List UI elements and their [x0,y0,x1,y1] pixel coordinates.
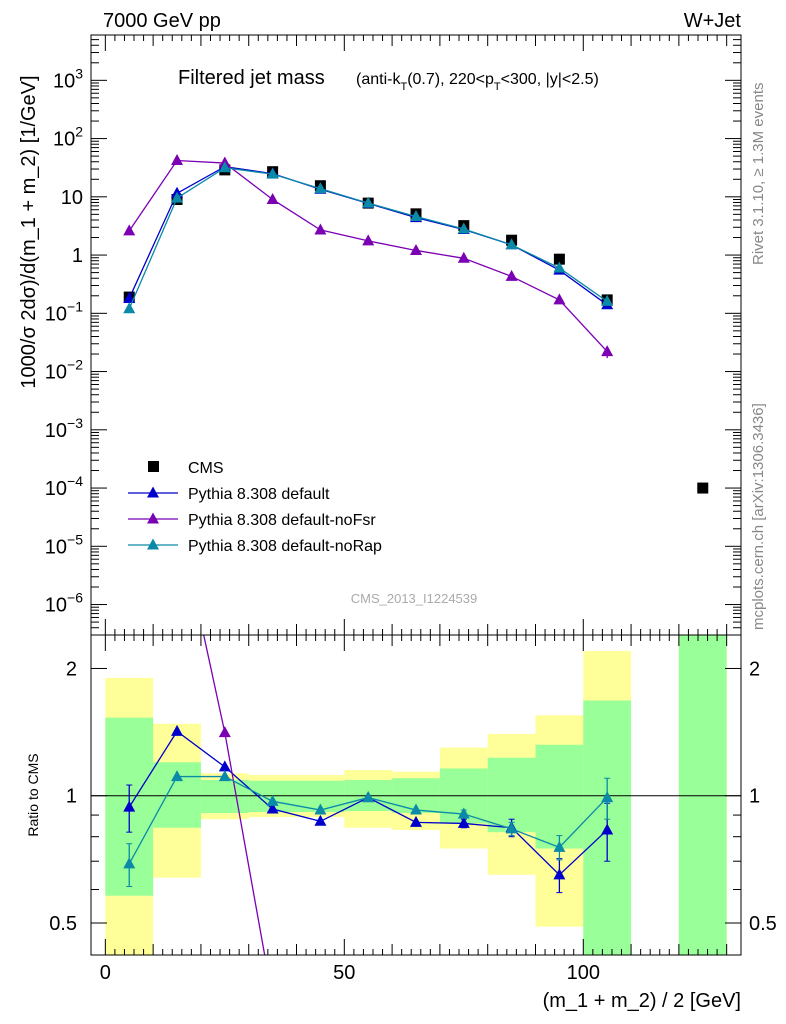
ratio-line [203,635,266,955]
y-tick-label: 10−2 [45,357,83,384]
watermark: CMS_2013_I1224539 [351,591,478,606]
y-tick-label: 10−1 [45,298,83,325]
ratio-panel: 0.5 0.5 1 1 2 2 0 50 100 Ratio to CMS (m_1 + m_2… [25,634,777,1012]
data-point [314,182,327,194]
ratio-y-tick-label: 1 [749,786,760,808]
ratio-y-tick-label: 0.5 [49,913,77,935]
ratio-point [266,794,279,806]
x-tick-label: 100 [567,962,600,984]
data-point [553,253,565,265]
ratio-frame [90,634,742,956]
ratio-point [553,840,566,852]
data-point [171,154,184,166]
legend-label: Pythia 8.308 default [188,486,330,503]
legend-item-pythia-8-308-default-norap: Pythia 8.308 default-noRap [128,538,382,555]
y-tick-label: 10−3 [45,415,83,442]
main-title: Filtered jet mass [178,67,325,89]
legend-marker [148,461,159,472]
series-pythia-8-308-default-norap [123,161,614,314]
data-point [457,222,470,234]
main-panel: 10−6 10−5 10−4 10−3 10−2 10−1 1 10 102 103 Filter… [18,34,742,636]
main-subtitle: (anti-kT(0.7), 220<pT<300, |y|<2.5) [356,71,599,93]
data-point [601,345,614,357]
data-point [123,224,136,236]
legend-item-pythia-8-308-default: Pythia 8.308 default [128,486,330,503]
ratio-y-tick-label: 2 [749,658,760,680]
ratio-ylabel: Ratio to CMS [25,753,41,836]
y-tick-label: 10−4 [45,473,83,500]
band-bin [678,635,727,955]
data-point [218,161,231,173]
ratio-point [410,815,422,827]
ratio-y-tick-label: 1 [66,786,77,808]
ratio-y-tick-label: 0.5 [749,913,777,935]
data-point [601,294,614,306]
ratio-point [123,800,136,812]
legend: CMS Pythia 8.308 default Pythia 8.308 defa… [128,460,382,555]
energy-label: 7000 GeV pp [103,10,221,32]
legend-label: CMS [188,460,224,477]
data-point [362,196,375,208]
ratio-series-pythia-8-308-default-norap [123,770,614,887]
ratio-series-pythia-8-308-default-nofsr [203,635,266,955]
ratio-point [314,814,327,826]
legend-label: Pythia 8.308 default-noFsr [188,512,376,529]
legend-marker [147,538,159,550]
legend-item-cms: CMS [148,460,224,477]
ratio-xlabel: (m_1 + m_2) / 2 [GeV] [543,990,741,1012]
data-point [123,302,136,314]
main-title-text: Filtered jet mass [178,67,325,89]
ratio-point [601,791,614,803]
main-ylabel: 1000/σ 2dσ)/d(m_1 + m_2) [1/GeV] [18,75,40,388]
y-tick-label: 102 [53,124,83,151]
x-tick-label: 0 [100,962,111,984]
data-point [410,243,422,255]
ratio-point [314,803,327,815]
legend-marker [147,486,159,498]
ratio-point [362,791,375,803]
y-tick-label: 10−6 [45,590,83,617]
mcplots-label: mcplots.cern.ch [arXiv:1306.3436] [750,403,767,630]
data-point [266,192,279,204]
ratio-point [171,724,184,736]
rivet-version-label: Rivet 3.1.10, ≥ 1.3M events [750,83,767,266]
ratio-point [266,802,279,814]
y-tick-label: 10−5 [45,531,83,558]
ratio-point [218,760,231,772]
x-tick-label: 50 [333,962,355,984]
y-tick-label: 103 [53,65,83,92]
ratio-point [601,823,614,835]
ratio-y-tick-label: 2 [66,658,77,680]
band-bin [535,744,584,849]
ratio-point [123,857,136,869]
data-point [362,234,375,246]
data-point [553,293,566,305]
ratio-point [218,770,231,782]
ratio-point [457,816,470,828]
ratio-point [505,822,518,834]
data-point [314,223,327,235]
legend-item-pythia-8-308-default-nofsr: Pythia 8.308 default-noFsr [128,512,376,529]
ratio-point [218,726,231,738]
series-pythia-8-308-default-nofsr [123,154,614,359]
data-point [457,251,470,263]
ratio-point [457,807,470,819]
data-point [410,209,422,221]
data-point [697,482,709,494]
y-tick-label: 10 [61,187,83,209]
data-point [553,261,566,273]
ratio-point [553,868,566,880]
ratio-point [410,803,422,815]
ratio-point [171,770,184,782]
legend-label: Pythia 8.308 default-noRap [188,538,382,555]
process-label: W+Jet [684,10,742,32]
legend-marker [147,512,159,524]
data-point [505,238,518,250]
data-point [171,191,184,203]
data-point [505,269,518,281]
data-point [266,167,279,179]
y-tick-label: 1 [72,245,83,267]
